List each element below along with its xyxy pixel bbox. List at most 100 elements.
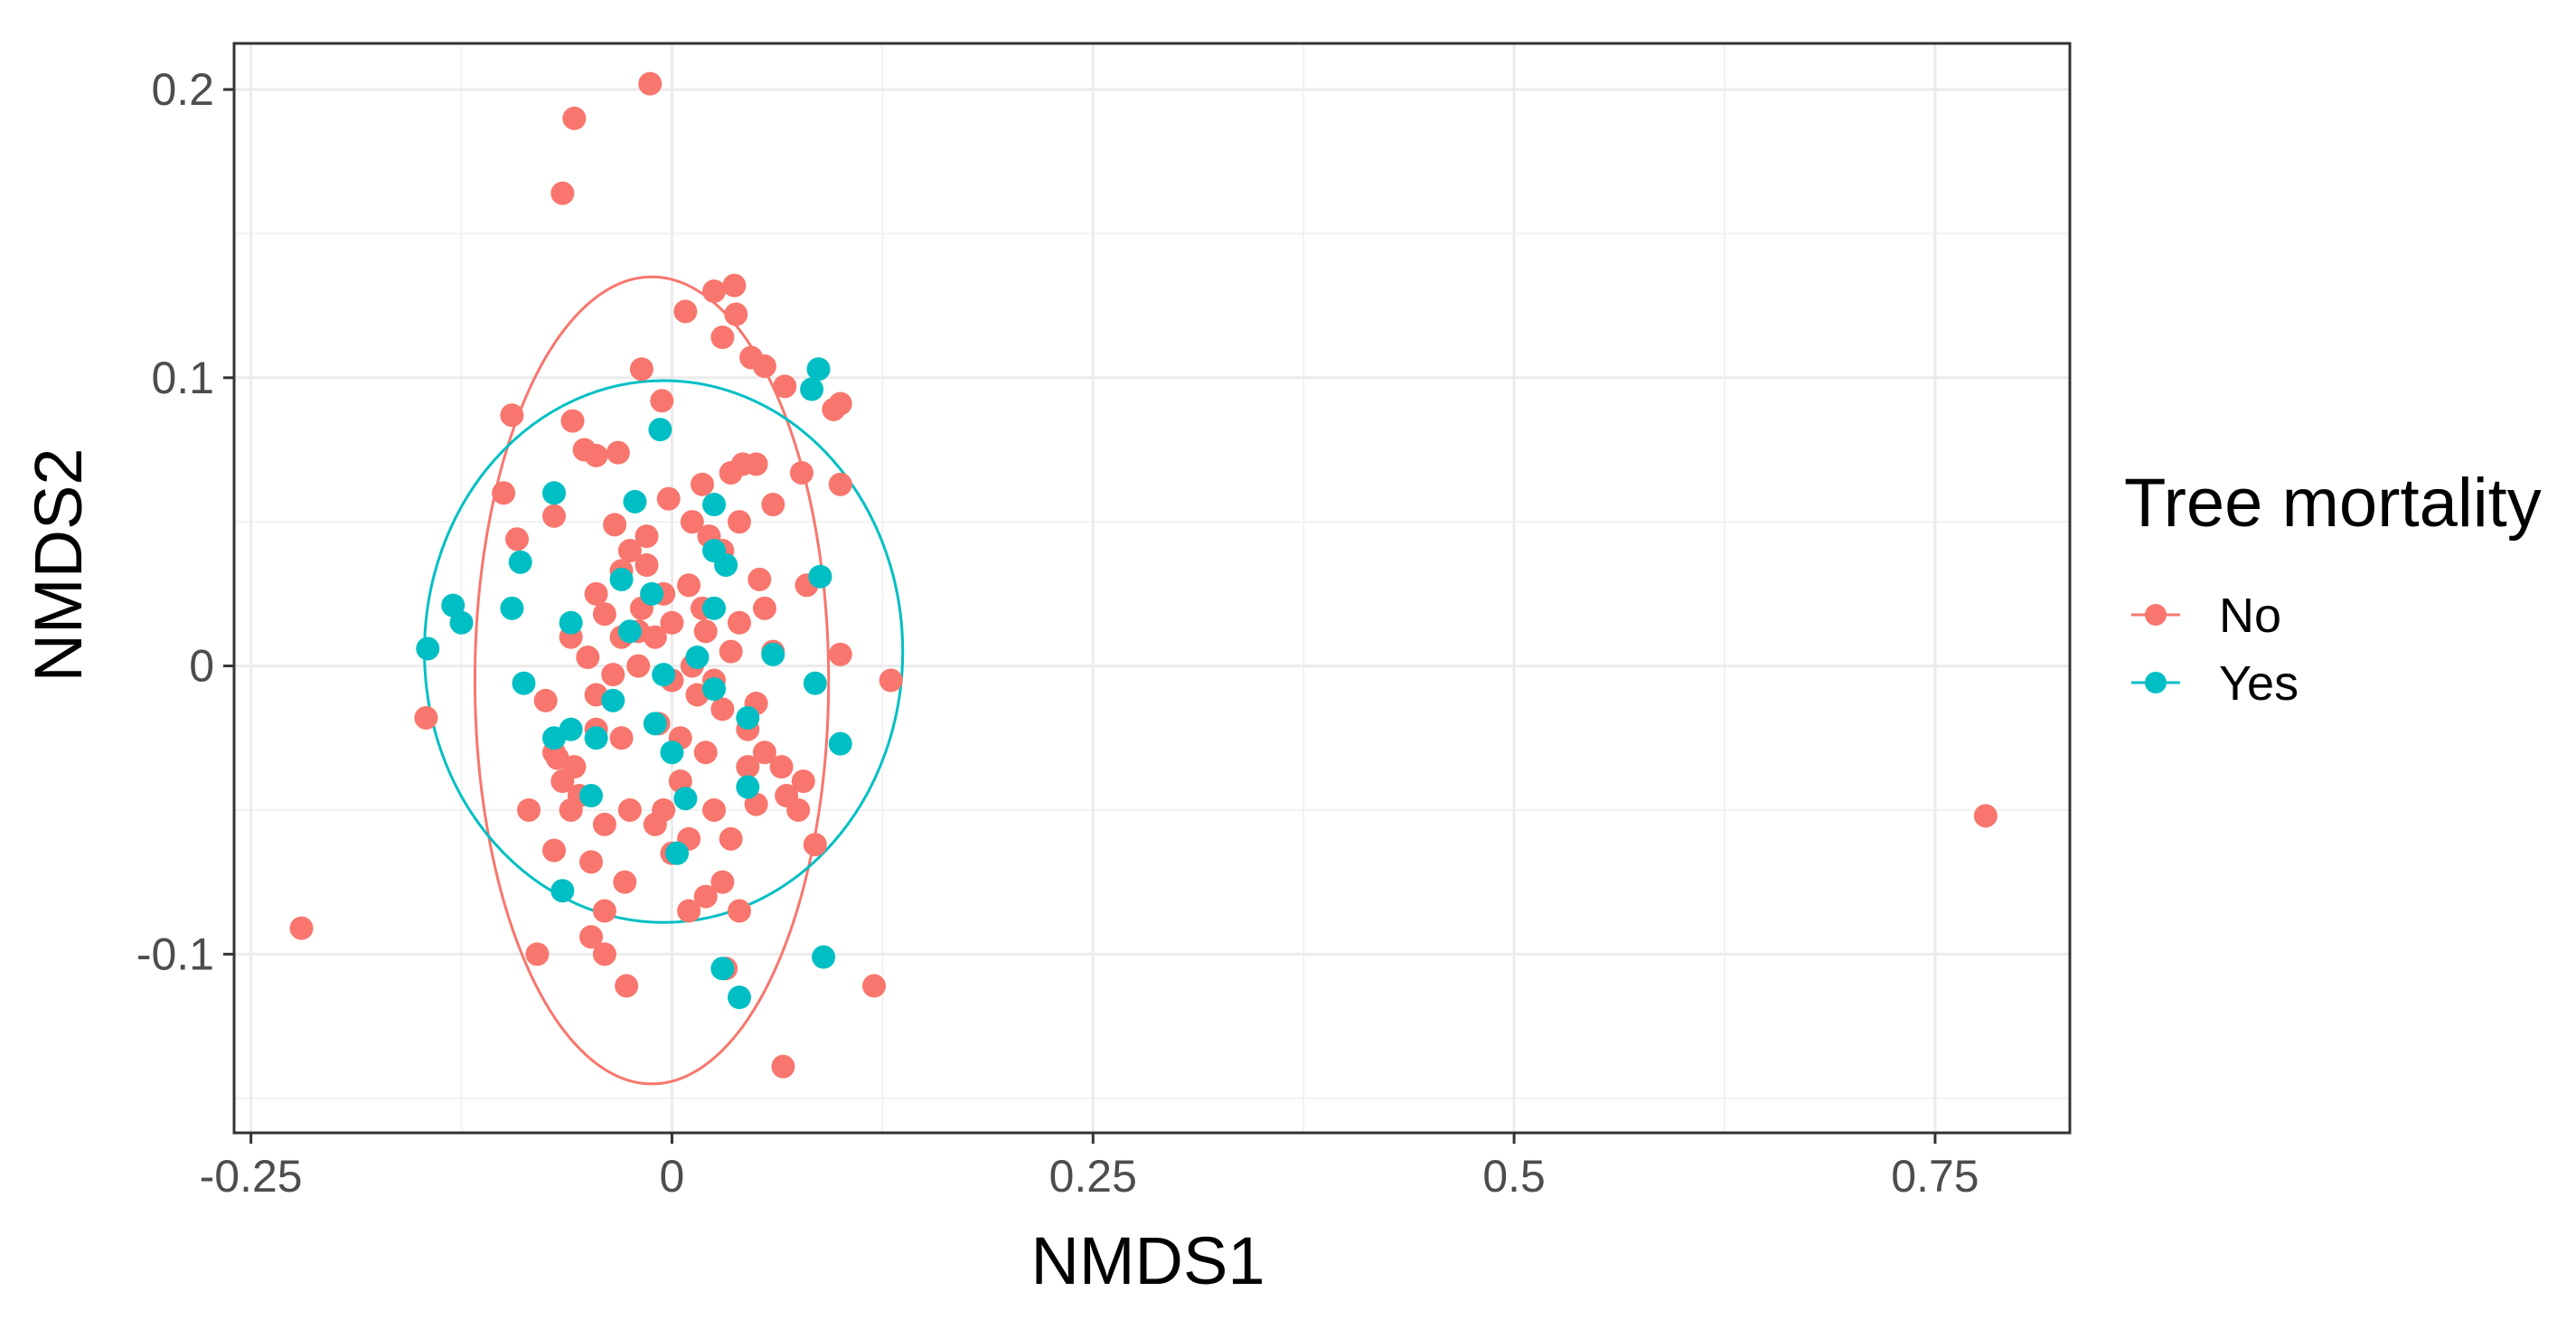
point-no [579,925,604,949]
point-yes [643,712,667,736]
point-yes [640,581,664,606]
point-no [786,797,811,822]
y-tick-label: 0.1 [151,353,214,403]
point-no [769,755,794,779]
point-no [736,755,760,779]
x-axis-title: NMDS1 [1030,1223,1264,1298]
point-yes [617,619,642,644]
point-no [693,884,718,909]
point-no [791,769,815,794]
legend-entry-yes: Yes [2131,656,2299,711]
point-no [727,610,751,635]
point-yes [550,879,575,903]
point-no [761,493,785,517]
y-tick-label: 0.2 [151,64,214,115]
point-yes [803,671,827,695]
point-no [722,273,747,297]
point-yes [673,787,698,811]
point-yes [736,775,760,799]
point-no [635,524,659,549]
point-no [635,552,659,577]
point-no [879,668,903,693]
point-no [693,619,718,644]
point-no [592,942,616,966]
point-no [673,299,698,324]
point-no [862,974,887,998]
point-yes [685,646,710,670]
point-no [592,899,616,923]
legend-label-no: No [2219,589,2281,643]
point-yes [800,377,824,401]
point-no [752,354,776,379]
point-yes [710,957,735,981]
point-yes [579,784,604,808]
point-yes [416,636,440,661]
point-no [744,452,768,476]
point-yes [648,418,672,442]
point-yes [559,610,583,635]
point-no [822,397,846,421]
y-axis-ticks: -0.1 0 0.1 0.2 [136,64,234,979]
point-no [592,602,616,627]
point-no [615,974,639,998]
point-no [680,510,704,534]
legend-label-yes: Yes [2219,656,2299,711]
point-no [505,527,530,552]
point-no [492,481,516,505]
point-no [601,663,625,687]
point-no [603,513,627,537]
x-axis-ticks: -0.25 0 0.25 0.5 0.75 [200,1133,1979,1202]
point-no [652,797,676,822]
point-no [542,504,567,528]
x-tick-label: -0.25 [200,1151,303,1202]
point-no [693,740,718,765]
point-yes [828,731,852,756]
point-yes [542,481,567,505]
point-no [710,870,735,894]
point-no [719,826,743,851]
point-yes [702,677,727,702]
point-yes [714,552,738,577]
point-yes [702,493,727,517]
point-yes [727,985,751,1010]
point-no [584,581,608,606]
point-no [629,357,653,382]
point-no [710,697,735,721]
point-no [576,646,600,670]
point-yes [812,945,836,969]
legend-key-point-yes [2145,672,2167,693]
x-tick-label: 0.5 [1482,1151,1546,1202]
point-no [747,567,772,591]
point-no [650,389,674,413]
point-yes [808,564,832,589]
point-no [727,510,751,534]
x-tick-label: 0.75 [1891,1151,1979,1202]
point-no [710,325,735,350]
point-no [752,596,776,620]
point-no [724,302,748,326]
point-yes [542,726,567,750]
ellipse-no [473,275,831,1086]
y-tick-label: -0.1 [136,929,214,979]
point-no [525,942,550,966]
point-no [677,573,701,598]
x-tick-label: 0 [660,1151,685,1202]
legend-key-point-no [2145,604,2167,626]
point-no [533,688,558,712]
point-no [828,642,852,666]
point-yes [512,671,536,695]
point-no [803,833,827,857]
point-no [656,486,681,511]
point-no [617,539,642,563]
point-no [789,460,813,485]
point-no [579,850,604,874]
legend-entry-no: No [2131,589,2281,643]
point-yes [665,841,690,865]
point-no [719,460,743,485]
y-axis-title: NMDS2 [21,448,96,682]
point-yes [660,740,684,765]
point-yes [806,357,831,382]
point-no [828,472,852,496]
point-yes [736,705,760,730]
